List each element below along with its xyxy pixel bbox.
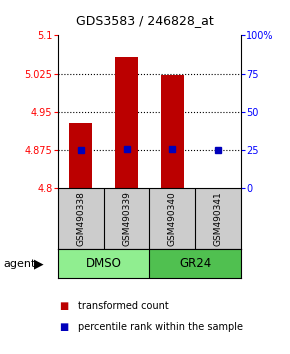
Text: GSM490338: GSM490338 bbox=[76, 192, 85, 246]
Text: ■: ■ bbox=[59, 322, 68, 332]
Text: GSM490339: GSM490339 bbox=[122, 192, 131, 246]
Bar bbox=[58, 250, 149, 278]
Bar bbox=[69, 123, 92, 188]
Bar bbox=[161, 75, 184, 188]
Bar bbox=[115, 57, 138, 188]
Text: transformed count: transformed count bbox=[78, 301, 169, 311]
Text: GR24: GR24 bbox=[179, 257, 211, 270]
Text: GDS3583 / 246828_at: GDS3583 / 246828_at bbox=[76, 13, 214, 27]
Text: GSM490341: GSM490341 bbox=[213, 192, 222, 246]
Text: ■: ■ bbox=[59, 301, 68, 311]
Text: agent: agent bbox=[3, 259, 35, 269]
Text: DMSO: DMSO bbox=[86, 257, 122, 270]
Bar bbox=[149, 250, 241, 278]
Text: GSM490340: GSM490340 bbox=[168, 192, 177, 246]
Text: percentile rank within the sample: percentile rank within the sample bbox=[78, 322, 243, 332]
Text: ▶: ▶ bbox=[34, 257, 44, 270]
